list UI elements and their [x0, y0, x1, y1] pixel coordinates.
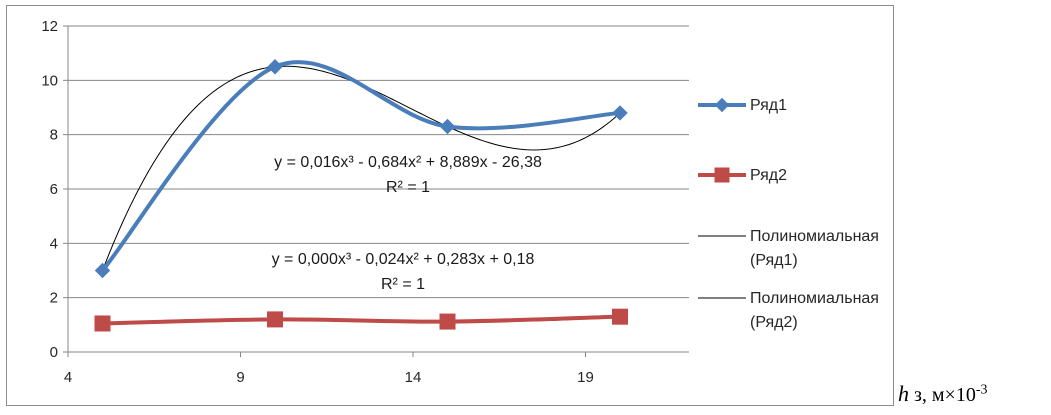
y-tick-label-10: 10 [41, 72, 58, 89]
series-1-point-4 [612, 105, 628, 121]
legend-trendline-2-label-line1: Полиномиальная [750, 290, 879, 307]
legend-series-2-marker [714, 167, 730, 183]
chart-area [6, 5, 894, 406]
legend-series-2-label: Ряд2 [750, 167, 787, 184]
series-2-point-1 [94, 315, 111, 332]
chart: 0 2 4 6 8 10 12 4 9 14 19 y = 0,016x³ - 0,684x² + 8… [41, 18, 879, 386]
y-tick-label-0: 0 [50, 344, 58, 361]
legend-series-1-marker [714, 97, 730, 113]
series-1-point-1 [94, 262, 111, 279]
series-2-point-3 [439, 313, 456, 330]
legend-trendline-1-label-line2: (Ряд1) [750, 252, 798, 269]
trendline-2-equation: y = 0,000x³ - 0,024x² + 0,283x + 0,18 [272, 251, 535, 268]
x-tick-label-9: 9 [236, 369, 244, 386]
x-tick-label-19: 19 [577, 369, 594, 386]
caption-symbol: h [898, 381, 909, 406]
legend-trendline-1-label-line1: Полиномиальная [750, 228, 879, 245]
series-1-point-3 [439, 118, 456, 135]
series-1-point-2 [267, 59, 283, 75]
x-tick-label-14: 14 [405, 369, 422, 386]
trendline-1-equation: y = 0,016x³ - 0,684x² + 8,889x - 26,38 [274, 154, 542, 171]
y-tick-label-4: 4 [50, 235, 58, 252]
legend-trendline-2-label-line2: (Ряд2) [750, 314, 798, 331]
y-tick-label-12: 12 [41, 18, 58, 35]
caption-text: з, м×10 [909, 384, 976, 406]
series-2-point-4 [612, 308, 628, 325]
caption-exponent: -3 [975, 382, 988, 398]
trendline-2-r2: R² = 1 [381, 276, 425, 293]
y-tick-label-2: 2 [50, 290, 58, 307]
legend-series-1-label: Ряд1 [750, 97, 787, 114]
y-tick-label-8: 8 [50, 127, 58, 144]
y-tick-label-6: 6 [50, 181, 58, 198]
series-2-point-2 [267, 311, 283, 328]
x-tick-label-4: 4 [64, 369, 72, 386]
trendline-1-r2: R² = 1 [386, 179, 430, 196]
series-1-line [100, 60, 622, 273]
series-2-line [100, 314, 622, 326]
x-axis-caption: h з, м×10-3 [898, 381, 988, 407]
